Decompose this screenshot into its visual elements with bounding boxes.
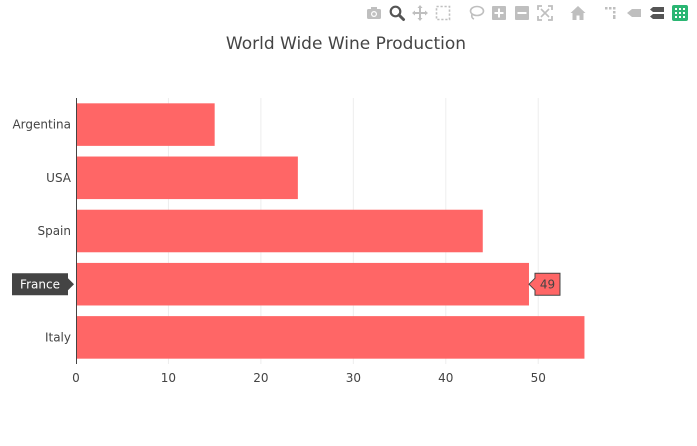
hover-labels: France 49 — [12, 272, 561, 296]
axes: 0 10 20 30 40 50 Italy Spain USA Argentina — [12, 98, 546, 385]
x-tick-label: 0 — [72, 371, 80, 385]
box-select-icon — [435, 5, 451, 21]
hover-closest-icon — [627, 9, 641, 17]
zoom-out-icon — [515, 6, 529, 20]
zoom-button[interactable] — [386, 2, 408, 24]
x-tick-label: 20 — [253, 371, 268, 385]
lasso-select-icon — [469, 5, 485, 20]
bar-argentina[interactable] — [76, 103, 215, 146]
bar-spain[interactable] — [76, 209, 483, 253]
spikelines-icon — [605, 7, 616, 19]
hover-category-box — [12, 273, 74, 296]
hover-compare-button[interactable] — [646, 2, 668, 24]
x-tick-label: 30 — [346, 371, 361, 385]
y-tick-label: Argentina — [12, 118, 71, 132]
plotly-logo-icon — [672, 5, 688, 21]
lasso-select-button[interactable] — [465, 2, 487, 24]
spikelines-button[interactable] — [600, 2, 622, 24]
home-button[interactable] — [567, 2, 589, 24]
pan-icon — [412, 5, 428, 21]
camera-icon — [367, 7, 381, 19]
bar-usa[interactable] — [76, 156, 298, 200]
zoom-in-icon — [492, 6, 506, 20]
bars — [76, 103, 585, 359]
hover-category-label: France — [20, 278, 60, 292]
home-icon — [570, 6, 586, 20]
zoom-in-button[interactable] — [488, 2, 510, 24]
camera-button[interactable] — [363, 2, 385, 24]
autoscale-icon — [537, 5, 553, 21]
x-tick-label: 50 — [531, 371, 546, 385]
plotly-logo-button[interactable] — [669, 2, 691, 24]
chart-title: World Wide Wine Production — [226, 34, 466, 54]
x-tick-label: 10 — [161, 371, 176, 385]
bar-italy[interactable] — [76, 316, 585, 359]
x-tick-label: 40 — [438, 371, 453, 385]
hover-value-label: 49 — [540, 278, 555, 292]
box-select-button[interactable] — [432, 2, 454, 24]
zoom-icon — [389, 5, 405, 21]
y-tick-label: USA — [46, 171, 72, 185]
autoscale-button[interactable] — [534, 2, 556, 24]
y-tick-label: Italy — [45, 330, 71, 344]
hover-closest-button[interactable] — [623, 2, 645, 24]
y-tick-label: Spain — [37, 224, 71, 238]
hover-compare-icon — [650, 7, 664, 19]
zoom-out-button[interactable] — [511, 2, 533, 24]
modebar — [362, 2, 691, 24]
hover-value-box — [528, 272, 561, 296]
pan-button[interactable] — [409, 2, 431, 24]
bar-france[interactable] — [76, 262, 529, 306]
